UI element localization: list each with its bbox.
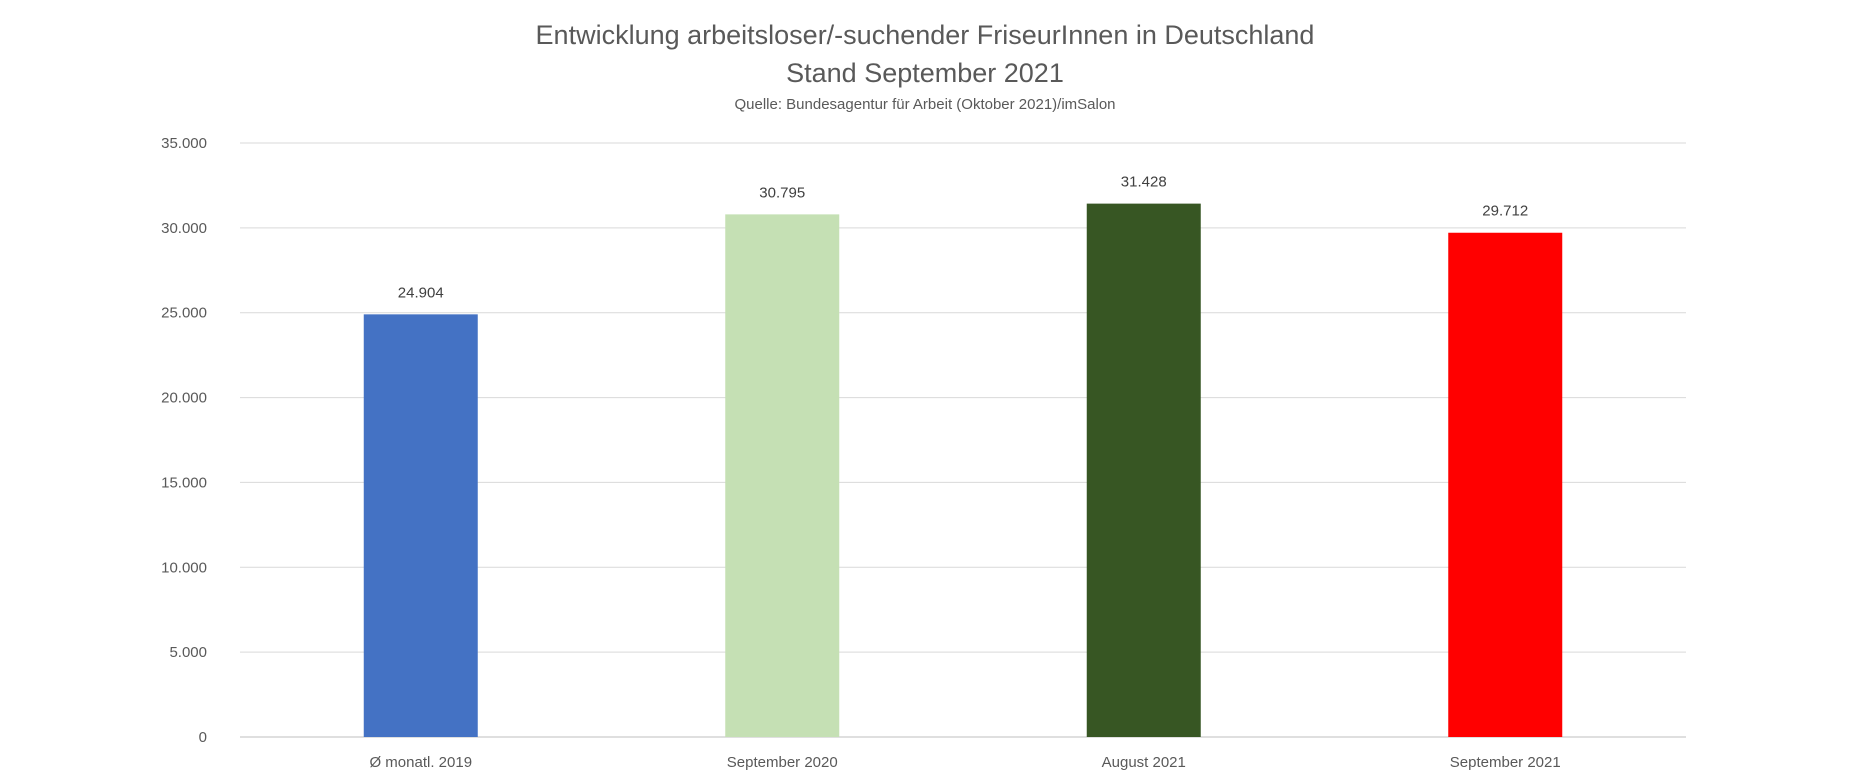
data-label: 30.795 bbox=[759, 184, 805, 201]
gridlines bbox=[240, 142, 1686, 738]
data-labels: 24.904 30.795 31.428 29.712 bbox=[398, 174, 1528, 302]
x-tick-label: August 2021 bbox=[1102, 754, 1186, 771]
x-tick-label: September 2021 bbox=[1450, 754, 1561, 771]
data-label: 24.904 bbox=[398, 284, 444, 301]
data-label: 29.712 bbox=[1482, 203, 1528, 220]
chart-title-line-2: Stand September 2021 bbox=[786, 58, 1064, 88]
y-tick-label: 15.000 bbox=[161, 474, 207, 491]
x-tick-label: September 2020 bbox=[727, 754, 838, 771]
y-tick-label: 20.000 bbox=[161, 390, 207, 407]
x-axis-ticks: Ø monatl. 2019 September 2020 August 2021 S… bbox=[369, 754, 1560, 771]
y-tick-label: 35.000 bbox=[161, 135, 207, 152]
bar bbox=[1448, 232, 1563, 737]
y-tick-label: 30.000 bbox=[161, 220, 207, 237]
y-tick-label: 0 bbox=[199, 729, 207, 746]
bar bbox=[363, 314, 478, 737]
bars bbox=[363, 203, 1563, 737]
bar bbox=[1086, 203, 1201, 737]
y-tick-label: 5.000 bbox=[169, 644, 207, 661]
x-tick-label: Ø monatl. 2019 bbox=[369, 754, 472, 771]
y-tick-label: 10.000 bbox=[161, 559, 207, 576]
data-label: 31.428 bbox=[1121, 174, 1167, 191]
chart-title: Entwicklung arbeitsloser/-suchender Fris… bbox=[535, 20, 1315, 50]
chart-subtitle: Quelle: Bundesagentur für Arbeit (Oktobe… bbox=[734, 96, 1116, 113]
y-tick-label: 25.000 bbox=[161, 305, 207, 322]
y-axis-ticks: 0 5.000 10.000 15.000 20.000 25.000 30.000 35.0… bbox=[161, 135, 207, 746]
bar bbox=[725, 214, 840, 737]
